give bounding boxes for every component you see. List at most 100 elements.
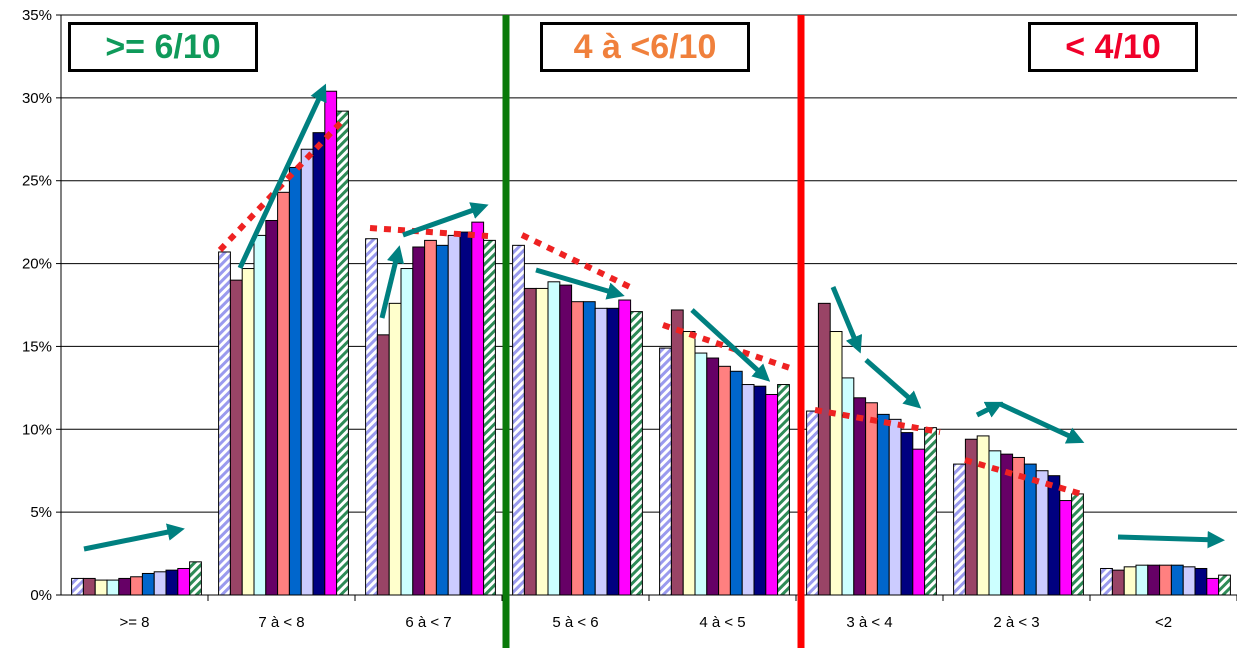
bar	[1182, 566, 1196, 596]
bars	[71, 90, 1231, 596]
bar	[241, 268, 255, 596]
bar	[817, 302, 831, 596]
bar	[412, 246, 426, 596]
bar	[718, 365, 731, 596]
bar	[118, 577, 132, 596]
bar	[1170, 564, 1184, 596]
trend-arrow	[402, 202, 489, 238]
bar	[630, 311, 643, 596]
bar	[659, 347, 672, 596]
bar	[106, 579, 120, 596]
bar	[582, 301, 596, 596]
bar	[388, 302, 402, 596]
x-category-label: 3 à < 4	[846, 614, 892, 631]
x-category-label: 6 à < 7	[405, 614, 451, 631]
bar	[876, 413, 890, 596]
bar	[512, 244, 525, 596]
bar	[806, 410, 819, 596]
bar	[829, 331, 843, 596]
y-tick-label: 30%	[22, 90, 52, 107]
dotted-trend-line	[369, 225, 489, 239]
bar	[571, 301, 584, 596]
bar	[312, 132, 326, 596]
trend-overlays	[83, 15, 1225, 648]
y-tick-label: 5%	[30, 504, 52, 521]
dotted-trend-line	[520, 232, 634, 291]
bar	[1159, 564, 1172, 596]
trend-arrow	[830, 286, 863, 354]
x-category-label: 5 à < 6	[552, 614, 598, 631]
bar	[559, 284, 573, 596]
bar	[483, 239, 496, 596]
bar	[424, 239, 437, 596]
dotted-trend-line	[964, 457, 1086, 498]
bar	[1071, 493, 1084, 596]
bar	[753, 385, 767, 596]
bar	[324, 90, 338, 596]
bar	[300, 148, 314, 596]
y-tick-label: 20%	[22, 256, 52, 273]
bar	[265, 219, 279, 596]
bar	[82, 577, 96, 596]
bar	[853, 397, 867, 596]
bar	[1206, 577, 1220, 596]
trend-arrow	[535, 267, 625, 300]
zone-label-high: >= 6/10	[68, 22, 258, 72]
bar	[1059, 500, 1073, 596]
bar	[594, 307, 608, 596]
bar	[1111, 569, 1125, 596]
zone-label-low: < 4/10	[1028, 22, 1198, 72]
trend-arrow	[998, 401, 1085, 444]
bar	[253, 234, 267, 596]
bar	[447, 234, 461, 596]
bar	[471, 221, 485, 596]
bar	[229, 279, 243, 596]
bar	[694, 352, 708, 596]
bar	[841, 377, 855, 596]
trend-arrow	[237, 83, 327, 270]
bar	[336, 110, 349, 596]
bar	[900, 432, 914, 596]
bar	[218, 251, 231, 596]
bar	[953, 463, 966, 596]
dotted-trend-line	[217, 115, 348, 253]
trend-arrow	[1117, 530, 1225, 549]
zone-label-mid: 4 à <6/10	[540, 22, 750, 72]
y-tick-label: 15%	[22, 338, 52, 355]
bar	[670, 309, 684, 596]
bar	[741, 384, 755, 596]
bar	[153, 571, 167, 596]
bar	[376, 334, 390, 596]
zone-label-high-text: >= 6/10	[105, 27, 221, 66]
bar	[924, 427, 937, 596]
bar	[682, 331, 696, 596]
bar	[1135, 564, 1149, 596]
bar	[547, 281, 561, 596]
bar	[535, 287, 549, 596]
bar	[459, 231, 473, 596]
bar	[1023, 463, 1037, 596]
y-axis-ticks: 0% 5% 10% 15% 20% 25% 30% 35%	[22, 7, 61, 604]
zone-label-mid-text: 4 à <6/10	[573, 27, 717, 66]
bar	[277, 191, 290, 596]
bar	[618, 299, 632, 596]
bar	[606, 307, 620, 596]
y-tick-label: 10%	[22, 421, 52, 438]
trend-arrow	[864, 358, 922, 409]
bar	[888, 418, 902, 596]
bar	[130, 576, 143, 596]
y-tick-label: 35%	[22, 7, 52, 24]
bar	[288, 166, 302, 596]
bar	[177, 567, 191, 596]
bar	[777, 384, 790, 596]
x-category-label: <2	[1155, 614, 1172, 631]
bar	[71, 577, 84, 596]
zone-label-low-text: < 4/10	[1065, 27, 1161, 66]
x-category-label: >= 8	[119, 614, 149, 631]
bar	[865, 402, 878, 596]
bar	[141, 572, 155, 596]
bar	[1194, 567, 1208, 596]
bar	[1035, 470, 1049, 596]
bar	[189, 561, 202, 596]
